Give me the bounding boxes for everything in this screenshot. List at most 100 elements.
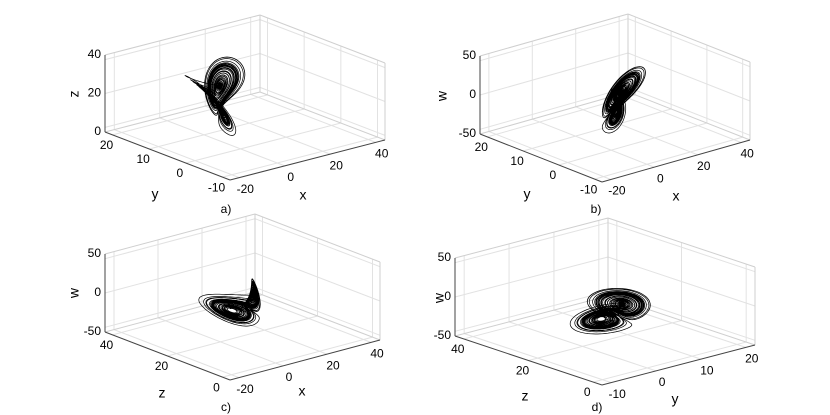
grid-line <box>167 315 318 357</box>
grid-line <box>259 86 386 136</box>
v-axis-label: z <box>66 91 82 98</box>
h-tick-label: 20 <box>330 158 344 172</box>
grid-line <box>618 94 742 143</box>
v-tick-label: -50 <box>84 324 102 338</box>
d-axis-label: z <box>159 385 166 401</box>
grid-line <box>250 93 376 143</box>
box-edge <box>104 14 261 56</box>
grid-line <box>627 18 751 68</box>
d-tick-label: 0 <box>550 168 557 182</box>
h-tick-label: 40 <box>375 147 389 161</box>
d-axis-label: y <box>152 186 159 202</box>
box-edge <box>454 217 609 259</box>
box-edge <box>254 213 381 263</box>
grid-line <box>159 117 285 167</box>
d-axis-label: y <box>524 186 531 202</box>
h-tick-label: 40 <box>370 347 384 361</box>
depth-axis <box>479 133 603 183</box>
grid-line <box>112 94 268 136</box>
box-edge <box>104 91 261 133</box>
trajectory <box>601 66 646 134</box>
grid-line <box>522 108 672 152</box>
box-edge <box>259 91 386 141</box>
d-tick-label: 0 <box>213 380 220 394</box>
grid-line <box>104 19 261 61</box>
v-tick-label: -50 <box>459 126 477 140</box>
d-tick-label: 0 <box>176 166 183 180</box>
grid-line <box>488 131 612 180</box>
grid-line <box>254 286 381 336</box>
grid-line <box>463 298 617 340</box>
h-tick-label: 0 <box>657 171 664 185</box>
grid-line <box>104 218 256 260</box>
h-tick-label: 0 <box>287 170 294 184</box>
v-axis-label: w <box>431 292 447 304</box>
box-edge <box>104 291 256 333</box>
panel-label: b) <box>591 202 602 216</box>
grid-line <box>479 52 629 96</box>
x-axis <box>601 344 756 386</box>
v-axis-label: w <box>66 287 82 299</box>
box-edge <box>479 13 629 57</box>
grid-line <box>607 256 756 307</box>
v-tick-label: -50 <box>434 328 452 342</box>
h-axis-label: x <box>300 187 307 203</box>
grid-line <box>185 122 341 164</box>
grid-line <box>627 52 751 102</box>
d-tick-label: -10 <box>580 182 598 196</box>
d-tick-label: 40 <box>451 342 465 356</box>
grid-line <box>222 336 373 378</box>
grid-line <box>104 86 261 128</box>
d-tick-label: 20 <box>516 364 530 378</box>
h-tick-label: 40 <box>740 147 754 161</box>
box-edge <box>254 291 381 341</box>
h-tick-label: -20 <box>237 182 255 196</box>
d-tick-label: 0 <box>584 385 591 399</box>
h-axis-label: x <box>673 188 680 204</box>
h-tick-label: 10 <box>700 363 714 377</box>
trajectory <box>198 278 261 327</box>
x-axis <box>601 139 751 183</box>
grid-line <box>254 252 381 302</box>
box-edge <box>259 14 386 64</box>
h-tick-label: -10 <box>609 387 627 401</box>
v-axis-label: w <box>434 90 450 102</box>
v-tick-label: 40 <box>88 47 102 61</box>
h-axis-label: x <box>299 383 306 399</box>
box-edge <box>104 213 256 255</box>
grid-line <box>259 53 386 102</box>
grid-line <box>259 19 386 69</box>
d-tick-label: 20 <box>100 138 114 152</box>
grid-line <box>532 118 655 168</box>
grid-line <box>479 18 629 62</box>
grid-line <box>104 286 256 328</box>
depth-axis <box>454 335 603 386</box>
grid-line <box>222 136 378 178</box>
grid-line <box>454 222 609 264</box>
v-tick-label: 0 <box>444 289 451 303</box>
box-edge <box>607 217 756 268</box>
trajectory <box>569 287 651 335</box>
v-tick-label: 0 <box>469 87 476 101</box>
grid-line <box>254 218 381 268</box>
depth-axis <box>104 331 231 381</box>
grid-line <box>454 256 609 298</box>
grid-line <box>104 252 256 294</box>
d-axis-label: z <box>522 388 529 404</box>
grid-line <box>114 129 240 179</box>
grid-line <box>594 136 743 180</box>
h-tick-label: 0 <box>286 370 293 384</box>
box-edge <box>627 13 751 63</box>
d-tick-label: 40 <box>100 338 114 352</box>
v-tick-label: 50 <box>88 246 102 260</box>
grid-line <box>149 108 305 150</box>
v-tick-label: 50 <box>438 250 452 264</box>
grid-line <box>558 122 708 166</box>
grid-line <box>627 86 751 136</box>
h-tick-label: 0 <box>659 375 666 389</box>
grid-line <box>454 290 609 332</box>
h-tick-label: -20 <box>236 382 254 396</box>
h-tick-label: 20 <box>697 159 711 173</box>
panel-label: c) <box>221 400 231 414</box>
